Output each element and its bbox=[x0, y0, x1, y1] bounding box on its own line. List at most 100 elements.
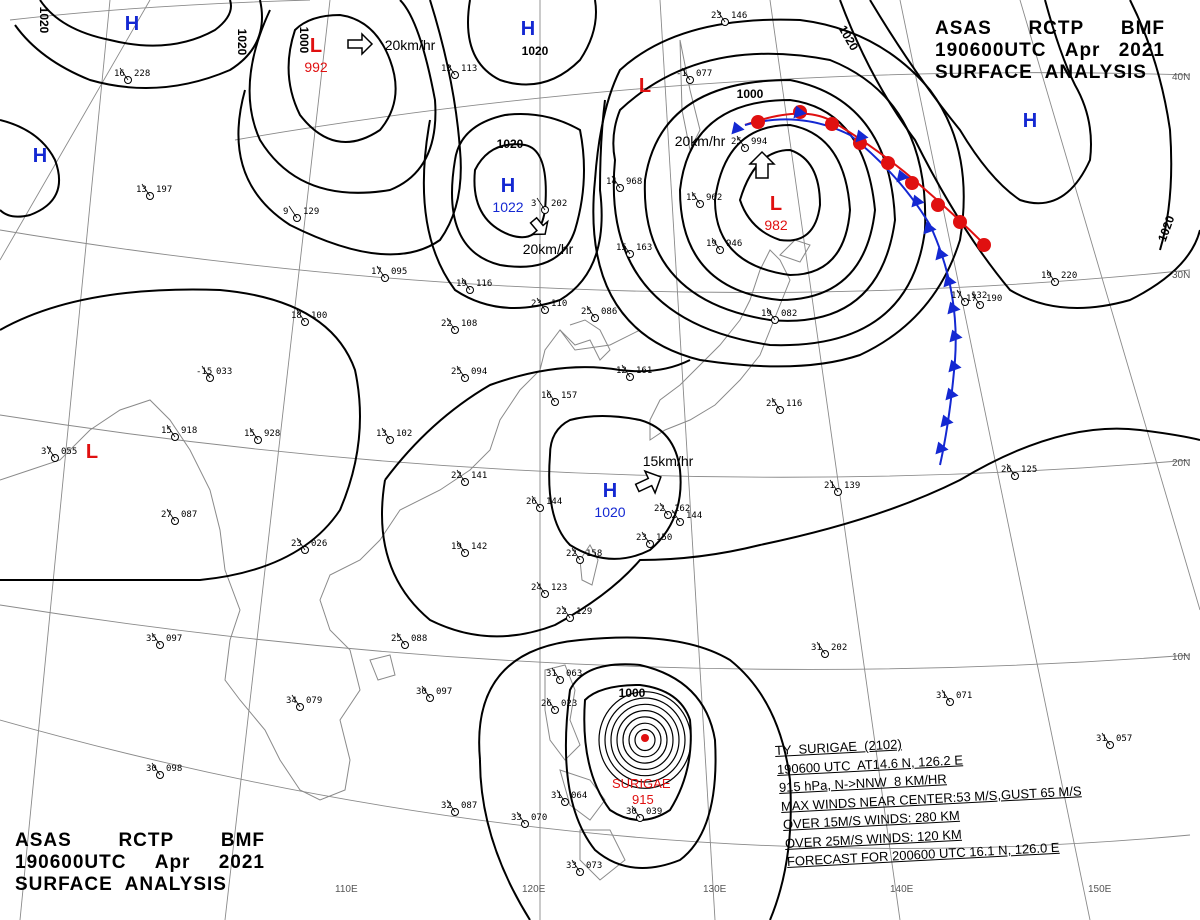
wind-barb bbox=[631, 805, 641, 819]
wind-barb bbox=[561, 605, 571, 619]
typhoon-isobar-ring bbox=[604, 697, 686, 783]
station-report: 22 162 bbox=[654, 502, 690, 519]
station-report: 17 190 bbox=[966, 292, 1002, 309]
station-report: 15 962 bbox=[686, 191, 722, 208]
station-report: 17 132 bbox=[951, 289, 987, 306]
station-value: 31 bbox=[546, 669, 557, 679]
station-report: 23 150 bbox=[636, 531, 672, 548]
wind-barb bbox=[546, 697, 556, 711]
wind-barb bbox=[396, 632, 406, 646]
wind-barb bbox=[1046, 269, 1056, 283]
isobar-line bbox=[713, 123, 852, 277]
station-report: 34 079 bbox=[286, 694, 322, 711]
station-report: 19 116 bbox=[456, 277, 492, 294]
high-pressure-center: H bbox=[33, 145, 47, 167]
wind-barb bbox=[288, 205, 298, 219]
typhoon-rings bbox=[598, 691, 692, 789]
station-pressure: 123 bbox=[551, 583, 567, 593]
wind-barb bbox=[711, 237, 721, 251]
station-pressure: 097 bbox=[166, 634, 182, 644]
wind-barb bbox=[556, 789, 566, 803]
wind-barb bbox=[461, 277, 471, 291]
station-value: 19 bbox=[706, 239, 717, 249]
cold-front-triangle bbox=[947, 301, 961, 315]
header-bottom-line1: ASAS RCTP BMF bbox=[15, 830, 265, 852]
station-report: 15 163 bbox=[616, 241, 652, 258]
station-value: 31 bbox=[936, 691, 947, 701]
wind-barb bbox=[376, 265, 386, 279]
station-report: 16 157 bbox=[541, 389, 577, 406]
isobar-line bbox=[564, 663, 717, 869]
station-pressure: 102 bbox=[396, 429, 412, 439]
high-pressure-center: H bbox=[125, 13, 139, 35]
wind-barb bbox=[446, 62, 456, 76]
station-pressure: 095 bbox=[391, 267, 407, 277]
station-report: 22 141 bbox=[451, 469, 487, 486]
coastline-mainland bbox=[0, 329, 641, 801]
station-value: 23 bbox=[531, 299, 542, 309]
wind-barb bbox=[446, 317, 456, 331]
station-report: -1 077 bbox=[676, 67, 712, 84]
warm-front-semicircle bbox=[977, 238, 991, 252]
station-reports: 16 228 13 197 18 100 9 129 17 095 19 116 22 108 25 094 -… bbox=[41, 9, 1132, 876]
station-pressure: 098 bbox=[166, 764, 182, 774]
station-value: 14 bbox=[606, 177, 617, 187]
header-top-month: Apr bbox=[1064, 40, 1101, 61]
coastline-mindanao bbox=[579, 829, 626, 881]
station-report: 23 146 bbox=[711, 9, 747, 26]
station-value: 23 bbox=[711, 11, 722, 21]
isobar-label: 1000 bbox=[737, 87, 764, 101]
station-report: 25 116 bbox=[766, 397, 802, 414]
station-value: 3 bbox=[531, 199, 536, 209]
station-report: 21 139 bbox=[824, 479, 860, 496]
station-value: 33 bbox=[566, 861, 577, 871]
station-pressure: 962 bbox=[706, 193, 722, 203]
low-pressure-center: L bbox=[310, 35, 322, 57]
station-value: 26 bbox=[1001, 465, 1012, 475]
pressure-center-value: 992 bbox=[304, 59, 328, 75]
station-pressure: 116 bbox=[786, 399, 802, 409]
lat-label-30n: 30N bbox=[1172, 270, 1190, 281]
station-pressure: 116 bbox=[476, 279, 492, 289]
wind-barb bbox=[456, 540, 466, 554]
header-bottom-code: BMF bbox=[220, 830, 265, 851]
station-report: 25 086 bbox=[581, 305, 617, 322]
parallel-line bbox=[9, 0, 311, 21]
station-pressure: 141 bbox=[471, 471, 487, 481]
station-value: 22 bbox=[556, 607, 567, 617]
high-pressure-center: H bbox=[1023, 110, 1037, 132]
station-value: 25 bbox=[766, 399, 777, 409]
station-pressure: 055 bbox=[61, 447, 77, 457]
station-pressure: 144 bbox=[546, 497, 562, 507]
motion-speed-label: 20km/hr bbox=[675, 133, 726, 149]
motion-speed-label: 20km/hr bbox=[385, 37, 436, 53]
lon-label-110e: 110E bbox=[335, 884, 358, 895]
wind-barb bbox=[201, 365, 211, 379]
station-value: 12 bbox=[616, 366, 627, 376]
station-value: 31 bbox=[811, 643, 822, 653]
coastline-hokkaido bbox=[779, 239, 811, 263]
station-report: 32 087 bbox=[441, 799, 477, 816]
wind-barb bbox=[621, 364, 631, 378]
station-value: 25 bbox=[391, 634, 402, 644]
station-pressure: 077 bbox=[696, 69, 712, 79]
station-report: 25 088 bbox=[391, 632, 427, 649]
parallel-line bbox=[234, 72, 1191, 141]
wind-barb bbox=[141, 183, 151, 197]
warm-front-semicircle bbox=[751, 115, 765, 129]
station-value: 15 bbox=[161, 426, 172, 436]
coastline-taiwan bbox=[579, 544, 599, 586]
station-report: 19 142 bbox=[451, 540, 487, 557]
motion-arrow bbox=[347, 32, 374, 56]
station-pressure: 197 bbox=[156, 185, 172, 195]
station-report: 22 129 bbox=[556, 605, 592, 622]
header-bottom-time: 190600UTC bbox=[15, 852, 127, 873]
station-pressure: 087 bbox=[181, 510, 197, 520]
motion-speed-label: 20km/hr bbox=[523, 241, 574, 257]
station-report: 3 202 bbox=[531, 197, 567, 214]
cold-front-symbols bbox=[731, 105, 963, 455]
wind-barb bbox=[551, 667, 561, 681]
station-pressure: 113 bbox=[461, 64, 477, 74]
header-top-line3: SURFACE ANALYSIS bbox=[935, 62, 1165, 84]
